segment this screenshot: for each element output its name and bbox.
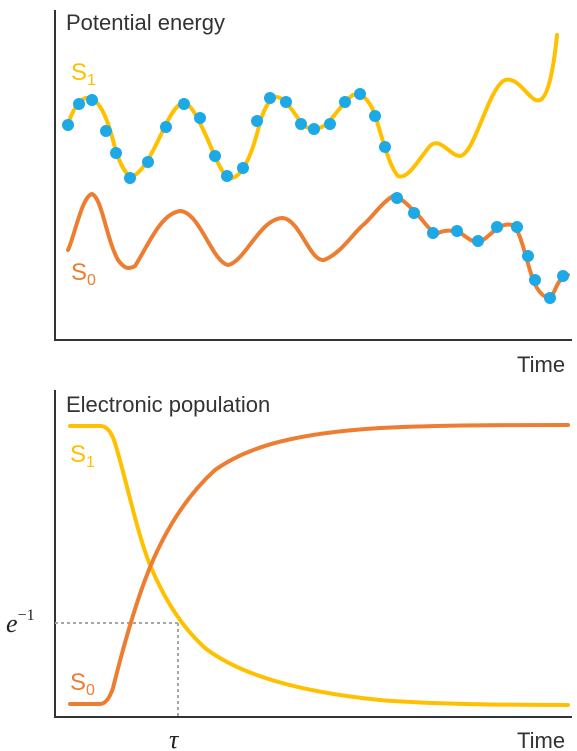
trajectory-dot-icon [295, 118, 307, 130]
trajectory-dot-icon [124, 172, 136, 184]
top-s0-curve [66, 191, 570, 299]
trajectory-dot-icon [110, 147, 122, 159]
trajectory-dot-icon [491, 221, 503, 233]
top-s1-label-sub: 1 [87, 72, 96, 89]
trajectory-dot-icon [237, 162, 249, 174]
bottom-axes [54, 390, 572, 718]
e-inverse-exponent: −1 [18, 607, 35, 624]
trajectory-dot-icon [529, 274, 541, 286]
trajectory-dot-icon [160, 121, 172, 133]
bottom-s0-label-main: S [70, 669, 86, 696]
trajectory-dot-icon [408, 207, 420, 219]
bottom-s0-label-sub: 0 [86, 682, 95, 699]
trajectory-dot-icon [194, 112, 206, 124]
bottom-s0-label: S0 [70, 669, 95, 699]
trajectory-dot-icon [209, 150, 221, 162]
trajectory-dot-icon [451, 225, 463, 237]
top-s1-label: S1 [71, 59, 96, 89]
tau-marker: τ [169, 725, 180, 751]
bottom-title: Electronic population [66, 392, 270, 417]
top-x-label: Time [517, 352, 565, 377]
trajectory-dot-icon [522, 250, 534, 262]
trajectory-dot-icon [427, 227, 439, 239]
bottom-s0-curve [68, 423, 570, 706]
trajectory-dot-icon [324, 118, 336, 130]
trajectory-dot-icon [280, 96, 292, 108]
top-s0-label-main: S [71, 259, 87, 286]
trajectory-dot-icon [544, 292, 556, 304]
bottom-panel: Electronic population Time S1 S0 e−1 τ [6, 390, 572, 751]
trajectory-dot-icon [221, 170, 233, 182]
top-s0-label: S0 [71, 259, 96, 289]
trajectory-dot-icon [354, 88, 366, 100]
top-s0-label-sub: 0 [87, 272, 96, 289]
trajectory-dot-icon [472, 235, 484, 247]
top-s1-curve [66, 33, 559, 180]
trajectory-dot-icon [62, 119, 74, 131]
trajectory-dot-icon [308, 123, 320, 135]
trajectory-points [62, 88, 569, 304]
trajectory-dot-icon [379, 141, 391, 153]
trajectory-dot-icon [511, 221, 523, 233]
trajectory-dot-icon [251, 115, 263, 127]
trajectory-dot-icon [86, 94, 98, 106]
top-title: Potential energy [66, 10, 225, 35]
bottom-s1-curve [68, 424, 570, 707]
trajectory-dot-icon [264, 92, 276, 104]
trajectory-dot-icon [557, 270, 569, 282]
trajectory-dot-icon [391, 192, 403, 204]
top-panel: Potential energy Time [54, 10, 572, 377]
trajectory-dot-icon [142, 156, 154, 168]
trajectory-dot-icon [73, 98, 85, 110]
e-inverse-base: e [6, 609, 18, 638]
trajectory-dot-icon [339, 96, 351, 108]
bottom-s1-label: S1 [70, 441, 95, 471]
e-inverse-marker: e−1 [6, 607, 35, 638]
top-axes [54, 10, 572, 341]
trajectory-dot-icon [369, 110, 381, 122]
bottom-s1-label-main: S [70, 441, 86, 468]
trajectory-dot-icon [100, 125, 112, 137]
trajectory-dot-icon [178, 98, 190, 110]
bottom-s1-label-sub: 1 [86, 454, 95, 471]
bottom-x-label: Time [517, 728, 565, 751]
top-s1-label-main: S [71, 59, 87, 86]
